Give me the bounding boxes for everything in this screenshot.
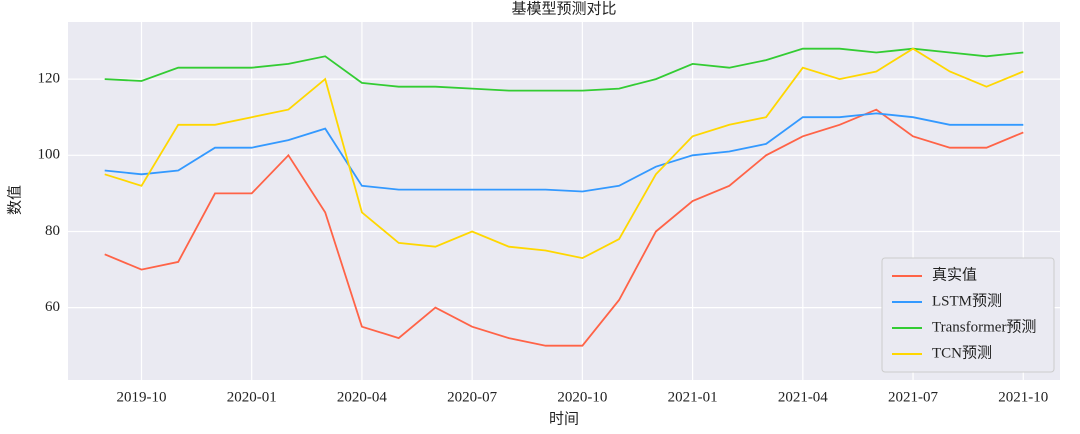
- series-line: [104, 47, 1024, 92]
- legend-label: LSTM预测: [932, 292, 1002, 309]
- series-line: [104, 47, 1024, 260]
- legend-label: TCN预测: [932, 344, 992, 361]
- y-tick-label: 80: [45, 223, 60, 239]
- x-tick-label: 2021-04: [778, 389, 828, 405]
- x-tick-label: 2019-10: [116, 389, 166, 405]
- x-tick-label: 2020-04: [337, 389, 387, 405]
- legend-label: 真实值: [932, 265, 977, 283]
- x-axis-label: 时间: [549, 410, 579, 427]
- series-line: [104, 112, 1024, 193]
- x-tick-label: 2020-10: [557, 389, 607, 405]
- y-tick-label: 100: [38, 147, 61, 163]
- x-tick-label: 2021-01: [668, 389, 718, 405]
- x-tick-label: 2020-01: [227, 389, 277, 405]
- series-line: [104, 108, 1024, 347]
- y-tick-label: 120: [38, 71, 61, 87]
- y-tick-label: 60: [45, 299, 60, 315]
- y-axis-label: 数值: [6, 185, 23, 215]
- x-tick-label: 2021-07: [888, 389, 938, 405]
- legend-label: Transformer预测: [932, 318, 1036, 335]
- chart-title: 基模型预测对比: [511, 0, 616, 17]
- legend-box: [881, 257, 1055, 373]
- x-tick-label: 2021-10: [998, 389, 1048, 405]
- x-tick-label: 2020-07: [447, 389, 497, 405]
